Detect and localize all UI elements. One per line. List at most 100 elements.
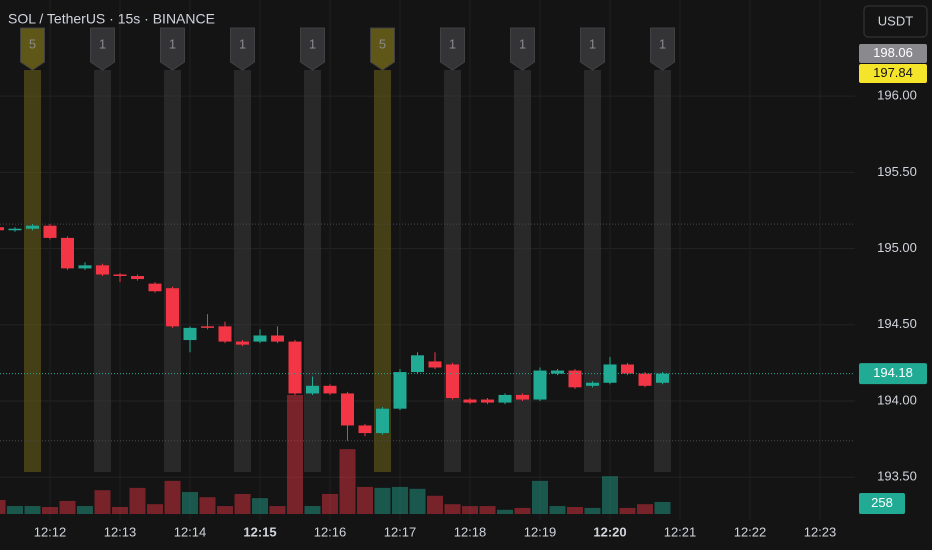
marker-flag	[370, 27, 395, 71]
candle-body	[131, 276, 144, 280]
marker-label: 1	[99, 36, 106, 51]
volume-bar	[479, 506, 496, 514]
candle-body	[393, 372, 407, 409]
marker-band	[164, 70, 181, 472]
candle-body	[218, 326, 232, 342]
price-label-box	[859, 44, 927, 63]
candle-body	[498, 394, 512, 403]
candle-body	[533, 370, 547, 400]
marker-band	[234, 70, 251, 472]
y-tick-label: 194.00	[877, 392, 917, 407]
last-price-box	[859, 363, 927, 385]
volume-bar	[129, 487, 146, 514]
candle-body	[551, 370, 564, 374]
candle-body	[166, 288, 179, 327]
volume-bar	[619, 507, 636, 514]
marker-label: 1	[589, 36, 596, 51]
x-tick-label: 12:12	[34, 524, 67, 539]
candle-body	[183, 327, 197, 341]
marker-band	[444, 70, 461, 472]
candle-body	[113, 274, 127, 277]
marker-band	[514, 70, 531, 472]
volume-bar	[287, 395, 303, 514]
y-tick-label: 196.00	[877, 88, 917, 103]
candle-body	[586, 382, 599, 386]
volume-bar	[654, 501, 671, 514]
candle-body	[358, 425, 372, 434]
volume-bar	[217, 506, 233, 514]
x-tick-label: 12:17	[384, 524, 417, 539]
candle-body	[253, 335, 267, 342]
candle-body	[306, 385, 319, 394]
plot: 5 1 1 1 1 5 1 1 1 1	[0, 0, 855, 520]
marker-flag	[90, 27, 115, 71]
marker-band	[374, 70, 391, 472]
volume-bar	[462, 506, 478, 514]
volume-bar	[94, 490, 111, 514]
candle-body	[0, 227, 4, 231]
volume-bar	[42, 507, 58, 514]
y-tick-label: 194.50	[877, 316, 917, 331]
y-tick-label: 195.50	[877, 164, 917, 179]
marker-flag	[580, 27, 605, 71]
last-price-label: 194.18	[873, 365, 913, 380]
x-tick-label: 12:21	[664, 524, 697, 539]
price-label-box	[859, 64, 927, 83]
candle-body	[8, 228, 22, 231]
x-tick-label: 12:23	[804, 524, 837, 539]
x-tick-label: 12:13	[104, 524, 137, 539]
volume-bar	[0, 500, 6, 514]
volume-bar	[339, 449, 356, 514]
x-tick-label: 12:20	[593, 524, 626, 539]
volume-bar	[392, 486, 408, 514]
marker-label: 5	[29, 36, 36, 51]
volume-bar	[637, 504, 653, 514]
price-label: 197.84	[873, 65, 913, 80]
y-tick-label: 195.00	[877, 240, 917, 255]
marker-flag	[440, 27, 465, 71]
marker-label: 1	[169, 36, 176, 51]
volume-bar	[444, 504, 461, 514]
candle-body	[516, 394, 529, 400]
last-volume-label: 258	[871, 495, 893, 510]
last-volume-box	[859, 493, 905, 514]
marker-flag	[300, 27, 325, 71]
volume-bar	[147, 504, 163, 514]
x-tick-label: 12:22	[734, 524, 767, 539]
volume-bar	[409, 488, 426, 514]
volume-bar	[497, 509, 513, 514]
candle-body	[446, 364, 459, 399]
marker-label: 1	[239, 36, 246, 51]
candle-body	[656, 373, 669, 383]
volume-bar	[59, 500, 76, 514]
marker-band	[24, 70, 41, 472]
volume-bar	[374, 487, 391, 514]
x-tick-label: 12:16	[314, 524, 347, 539]
marker-label: 5	[379, 36, 386, 51]
marker-label: 1	[519, 36, 526, 51]
currency-button[interactable]	[863, 5, 928, 38]
candle-body	[428, 361, 442, 368]
volume-bar	[164, 480, 181, 514]
candle-body	[148, 283, 162, 292]
candle-body	[43, 225, 57, 238]
volume-bar	[427, 495, 443, 514]
volume-bar	[112, 507, 128, 514]
currency-label[interactable]: USDT	[878, 13, 913, 28]
marker-flag	[510, 27, 535, 71]
candle-body	[323, 385, 337, 394]
x-tick-label: 12:18	[454, 524, 487, 539]
marker-label: 1	[659, 36, 666, 51]
volume-bar	[584, 507, 601, 514]
volume-bar	[532, 480, 548, 514]
candle-body	[411, 355, 424, 373]
volume-bar	[199, 497, 216, 514]
marker-band	[584, 70, 601, 472]
candle-body	[78, 265, 92, 269]
x-tick-label: 12:15	[243, 524, 276, 539]
volume-bar	[269, 506, 286, 514]
volume-bar	[234, 493, 251, 514]
candle-body	[236, 341, 249, 345]
candle-body	[201, 326, 214, 328]
